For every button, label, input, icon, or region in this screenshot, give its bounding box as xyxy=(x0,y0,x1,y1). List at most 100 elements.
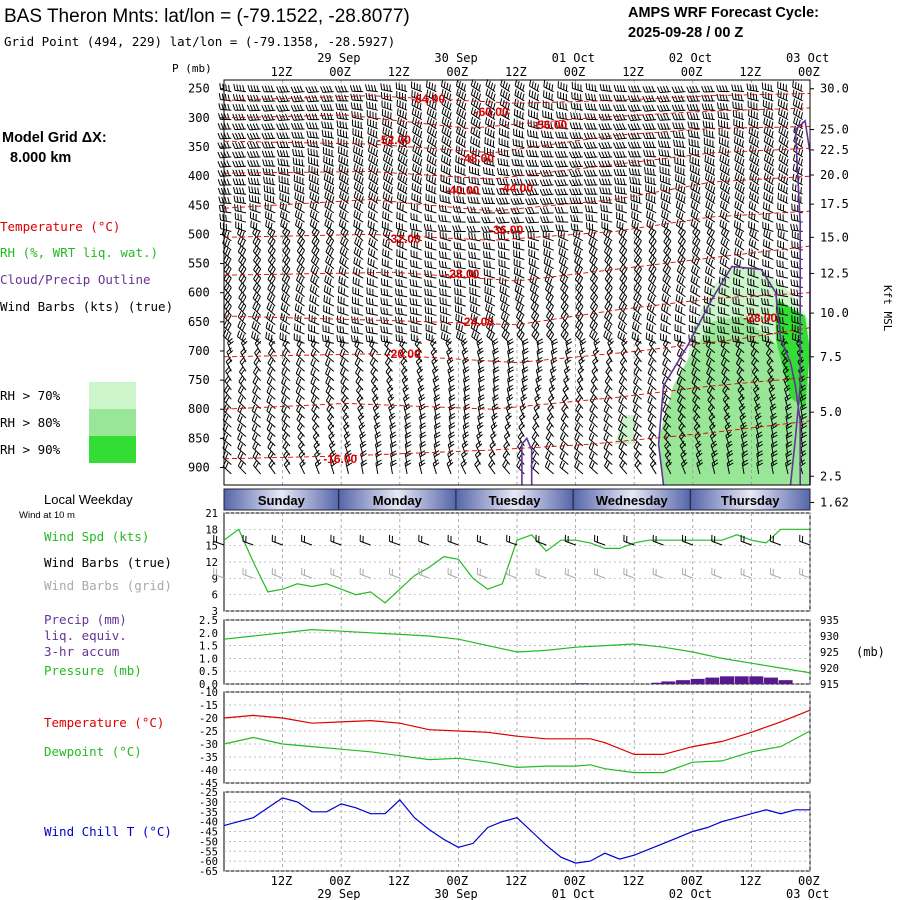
xsec-barb-1444 xyxy=(720,227,730,242)
xsec-barb-347 xyxy=(338,181,350,195)
xsec-barb-215 xyxy=(291,131,305,139)
xsec-barb-1288 xyxy=(662,338,672,354)
xsec-barb-584 xyxy=(419,431,427,447)
xsec-barb-899 xyxy=(528,240,540,251)
xsec-barb-496 xyxy=(387,393,395,409)
xsec-barb-1114 xyxy=(604,282,613,298)
temp-ytick-3: -30 xyxy=(199,739,218,751)
xsec-barb-1191 xyxy=(631,219,642,232)
temperature-contour-label-6: -40.00 xyxy=(445,184,479,198)
xsec-barb-1070 xyxy=(589,264,598,279)
surface-barb-grid-18 xyxy=(476,567,488,579)
xsec-barb-1225 xyxy=(643,149,657,158)
xsec-barb-887 xyxy=(527,129,540,139)
pressure-label-500: 500 xyxy=(188,227,210,241)
xsec-barb-858 xyxy=(513,249,525,260)
xsec-barb-1270 xyxy=(659,174,671,186)
temperature-contour-label-2: -56.00 xyxy=(533,118,567,132)
wind-barbs-true-label: Wind Barbs (true) xyxy=(44,555,172,570)
xsec-barb-961 xyxy=(546,422,555,437)
xsec-barb-1517 xyxy=(748,126,759,139)
xsec-barb-140 xyxy=(264,211,276,223)
xsec-barb-736 xyxy=(469,286,481,298)
xsec-barb-441 xyxy=(366,277,378,288)
xsec-barb-697 xyxy=(455,313,466,326)
xsec-barb-135 xyxy=(262,167,276,177)
xsec-barb-65 xyxy=(238,292,247,307)
xsec-barb-1101 xyxy=(598,169,613,177)
xsec-barb-113 xyxy=(254,347,262,363)
xsec-barb-1578 xyxy=(761,307,774,316)
xsec-barb-11 xyxy=(217,187,232,195)
xsec-barb-29 xyxy=(226,347,234,363)
xsec-barb-609 xyxy=(424,279,437,288)
xsec-barb-986 xyxy=(559,265,569,279)
surface-barb-true-12 xyxy=(388,534,400,546)
xsec-barb-1277 xyxy=(663,236,672,251)
xsec-barb-139 xyxy=(264,202,276,214)
xsec-barb-265 xyxy=(309,200,320,214)
xsec-barb-838 xyxy=(502,450,511,465)
time-tick-label-5: 00Z xyxy=(564,874,586,888)
xsec-barb-558 xyxy=(411,192,422,204)
xsec-barb-233 xyxy=(295,293,305,307)
kft-label-8: 7.5 xyxy=(820,350,842,364)
xsec-barb-219 xyxy=(293,166,305,177)
xsec-barb-58 xyxy=(236,227,247,242)
xsec-barb-1525 xyxy=(748,201,759,214)
xsec-barb-508 xyxy=(397,117,408,130)
xsec-barb-154 xyxy=(268,338,276,354)
xsec-barb-1088 xyxy=(588,432,598,447)
xsec-barb-1145 xyxy=(614,186,627,195)
xsec-barb-1415 xyxy=(705,348,716,363)
wind-barbs-grid-label: Wind Barbs (grid) xyxy=(44,578,172,593)
xsec-barb-742 xyxy=(476,338,484,353)
xsec-barb-431 xyxy=(368,181,379,195)
xsec-barb-477 xyxy=(381,221,393,232)
xsec-barb-801 xyxy=(499,108,510,121)
xsec-barb-1045 xyxy=(574,423,584,437)
xsec-barb-1044 xyxy=(574,413,584,428)
xsec-barb-1091 xyxy=(588,460,598,475)
xsec-barb-1615 xyxy=(776,259,789,270)
xsec-barb-1013 xyxy=(569,132,583,139)
xsec-barb-459 xyxy=(374,440,382,456)
xsec-barb-734 xyxy=(468,269,481,279)
xsec-barb-1528 xyxy=(749,228,760,242)
xsec-barb-776 xyxy=(483,268,496,279)
xsec-barb-1069 xyxy=(589,255,598,270)
xsec-barb-42 xyxy=(233,84,247,93)
xsec-barb-1334 xyxy=(676,376,686,391)
xsec-barb-1308 xyxy=(673,139,686,149)
xsec-barb-1451 xyxy=(718,296,730,307)
xsec-barb-326 xyxy=(325,376,335,391)
xsec-barb-339 xyxy=(335,111,349,121)
surface-barb-true-30 xyxy=(652,534,664,546)
xsec-barb-641 xyxy=(440,184,452,195)
xsec-barb-1577 xyxy=(761,297,774,307)
xsec-barb-1149 xyxy=(616,220,628,232)
xsec-barb-353 xyxy=(340,236,349,251)
xsec-barb-1009 xyxy=(571,92,584,102)
xsec-barb-440 xyxy=(367,267,379,279)
xsec-barb-890 xyxy=(525,159,539,167)
xsec-barb-1194 xyxy=(633,245,642,260)
pressure-label-350: 350 xyxy=(188,140,210,154)
xsec-barb-920 xyxy=(531,431,540,447)
xsec-barb-1491 xyxy=(733,277,745,288)
xsec-barb-1109 xyxy=(603,236,613,251)
xsec-barb-183 xyxy=(280,219,291,232)
xsec-barb-585 xyxy=(419,440,427,456)
xsec-barb-625 xyxy=(434,422,441,437)
xsec-barb-1283 xyxy=(661,293,672,307)
xsec-barb-785 xyxy=(492,347,499,363)
xsec-barb-1197 xyxy=(633,273,642,288)
xsec-barb-1512 xyxy=(746,83,759,93)
xsec-barb-1635 xyxy=(785,440,793,456)
cloud-outlines xyxy=(521,119,811,486)
xsec-barb-779 xyxy=(484,294,496,307)
xsec-barb-1147 xyxy=(615,203,628,214)
xsec-barb-162 xyxy=(266,414,276,428)
xsec-barb-1638 xyxy=(792,80,803,93)
